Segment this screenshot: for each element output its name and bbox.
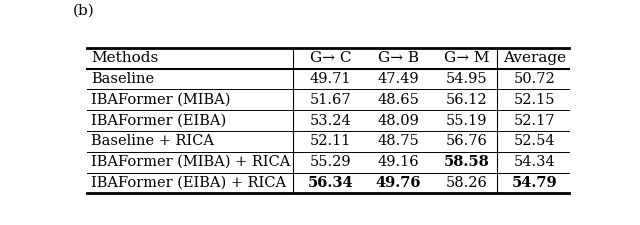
Text: 55.29: 55.29 (310, 155, 351, 169)
Text: Methods: Methods (92, 51, 159, 65)
Text: 52.54: 52.54 (514, 134, 556, 148)
Text: (b): (b) (72, 3, 94, 17)
Text: 58.58: 58.58 (444, 155, 490, 169)
Text: 55.19: 55.19 (446, 114, 487, 128)
Text: 56.76: 56.76 (445, 134, 488, 148)
Text: G→ C: G→ C (310, 51, 351, 65)
Text: 56.12: 56.12 (446, 93, 488, 107)
Text: 48.75: 48.75 (378, 134, 419, 148)
Text: 58.26: 58.26 (445, 176, 488, 190)
Text: IBAFormer (EIBA): IBAFormer (EIBA) (92, 114, 227, 128)
Text: G→ M: G→ M (444, 51, 490, 65)
Text: 50.72: 50.72 (514, 72, 556, 86)
Text: 49.16: 49.16 (378, 155, 419, 169)
Text: 52.15: 52.15 (514, 93, 556, 107)
Text: Baseline + RICA: Baseline + RICA (92, 134, 214, 148)
Text: Baseline: Baseline (92, 72, 154, 86)
Text: 49.76: 49.76 (376, 176, 421, 190)
Text: G→ B: G→ B (378, 51, 419, 65)
Text: 56.34: 56.34 (308, 176, 353, 190)
Text: Average: Average (503, 51, 566, 65)
Text: 49.71: 49.71 (310, 72, 351, 86)
Text: 54.95: 54.95 (446, 72, 488, 86)
Text: IBAFormer (MIBA) + RICA: IBAFormer (MIBA) + RICA (92, 155, 291, 169)
Text: IBAFormer (EIBA) + RICA: IBAFormer (EIBA) + RICA (92, 176, 287, 190)
Text: 48.09: 48.09 (378, 114, 420, 128)
Text: 48.65: 48.65 (378, 93, 420, 107)
Text: 52.11: 52.11 (310, 134, 351, 148)
Text: 54.79: 54.79 (512, 176, 557, 190)
Text: IBAFormer (MIBA): IBAFormer (MIBA) (92, 93, 231, 107)
Text: 53.24: 53.24 (310, 114, 351, 128)
Text: 51.67: 51.67 (310, 93, 351, 107)
Text: 47.49: 47.49 (378, 72, 419, 86)
Text: 52.17: 52.17 (514, 114, 556, 128)
Text: 54.34: 54.34 (514, 155, 556, 169)
